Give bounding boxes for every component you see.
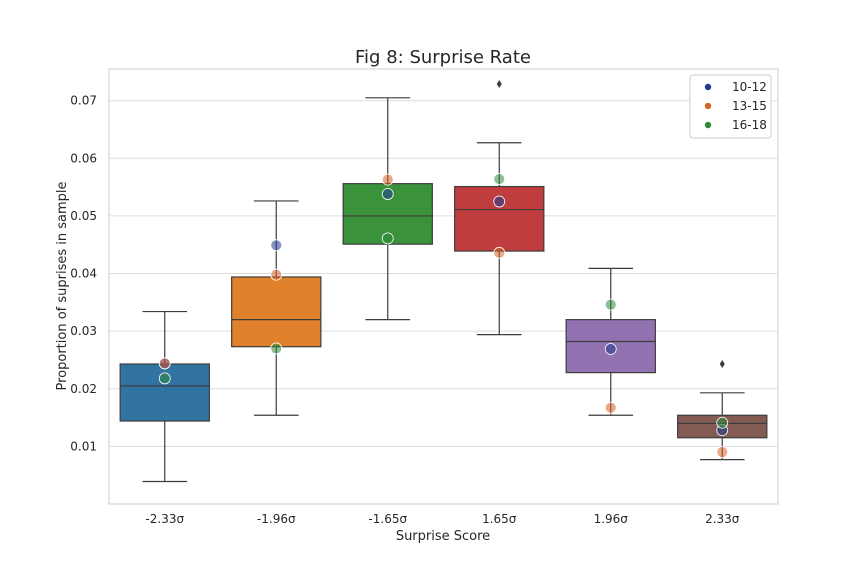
outlier-marker [496, 79, 502, 88]
data-point [493, 173, 506, 185]
x-tick-label: 2.33σ [705, 512, 740, 526]
data-point [270, 268, 283, 281]
legend-marker [704, 83, 712, 91]
grid-lines [109, 100, 778, 447]
x-tick-label: -2.33σ [145, 512, 184, 526]
data-point [158, 357, 171, 370]
data-point [493, 246, 506, 259]
data-point [493, 195, 506, 208]
data-point [381, 232, 394, 245]
chart-title: Fig 8: Surprise Rate [355, 47, 531, 68]
y-tick-label: 0.07 [70, 94, 97, 108]
data-point [270, 239, 283, 252]
scatter-points [158, 173, 729, 459]
data-point [604, 298, 617, 311]
legend-label: 10-12 [732, 80, 767, 94]
y-tick-label: 0.02 [70, 382, 97, 396]
y-tick-label: 0.03 [70, 324, 97, 338]
data-point [158, 372, 171, 385]
y-tick-label: 0.04 [70, 267, 97, 281]
legend-frame [689, 74, 772, 139]
x-tick-label: 1.96σ [594, 512, 629, 526]
data-point [381, 173, 394, 186]
data-point [716, 416, 729, 429]
data-point [270, 342, 283, 355]
x-tick-label: -1.96σ [257, 512, 296, 526]
x-tick-label: 1.65σ [482, 512, 517, 526]
y-axis-label: Proportion of suprises in sample [55, 181, 70, 390]
legend: 10-12 13-15 16-18 [689, 74, 772, 139]
box [231, 276, 322, 348]
y-tick-label: 0.05 [70, 209, 97, 223]
x-tick-label: -1.65σ [368, 512, 407, 526]
legend-marker [704, 121, 712, 129]
legend-label: 13-15 [732, 99, 767, 113]
legend-marker [704, 102, 712, 110]
x-axis-label: Surprise Score [396, 529, 490, 544]
y-tick-label: 0.01 [70, 439, 97, 453]
data-point [381, 188, 394, 200]
boxes [119, 79, 768, 483]
data-point [604, 401, 617, 414]
legend-label: 16-18 [732, 118, 767, 132]
data-point [716, 446, 729, 459]
data-point [604, 343, 617, 355]
y-tick-labels: 0.01 0.02 0.03 0.04 0.05 0.06 0.07 [70, 94, 97, 454]
plot-area [108, 68, 779, 505]
x-tick-labels: -2.33σ -1.96σ -1.65σ 1.65σ 1.96σ 2.33σ [145, 512, 739, 526]
outlier-marker [719, 359, 725, 368]
y-tick-label: 0.06 [70, 151, 97, 165]
